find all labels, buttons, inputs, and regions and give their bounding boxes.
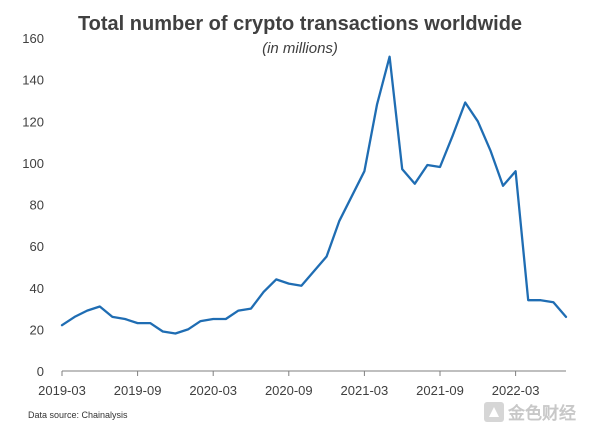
y-axis-ticks: 0 20 40 60 80 100 120 140 160 [22,31,44,379]
chart-subtitle: (in millions) [262,40,338,57]
x-axis-ticks: 2019-03 2019-09 2020-03 2020-09 2021-03 2021-… [38,371,539,398]
y-tick-label: 140 [22,73,44,88]
y-tick-label: 20 [30,322,44,337]
y-tick-label: 120 [22,114,44,129]
watermark-logo: 金色财经 [484,402,576,424]
x-tick-label: 2020-03 [189,383,237,398]
y-tick-label: 40 [30,281,44,296]
y-tick-label: 0 [37,364,44,379]
x-tick-label: 2019-09 [114,383,162,398]
x-tick-label: 2021-03 [341,383,389,398]
data-source-note: Data source: Chainalysis [28,410,128,420]
watermark-logo-glyph [489,407,499,417]
x-tick-label: 2022-03 [492,383,540,398]
y-tick-label: 100 [22,156,44,171]
watermark-text: 金色财经 [507,403,576,424]
x-tick-label: 2021-09 [416,383,464,398]
series-line [60,55,568,335]
y-tick-label: 80 [30,198,44,213]
y-tick-label: 60 [30,239,44,254]
x-tick-label: 2020-09 [265,383,313,398]
y-tick-label: 160 [22,31,44,46]
chart-title: Total number of crypto transactions worl… [78,13,522,35]
x-tick-label: 2019-03 [38,383,86,398]
